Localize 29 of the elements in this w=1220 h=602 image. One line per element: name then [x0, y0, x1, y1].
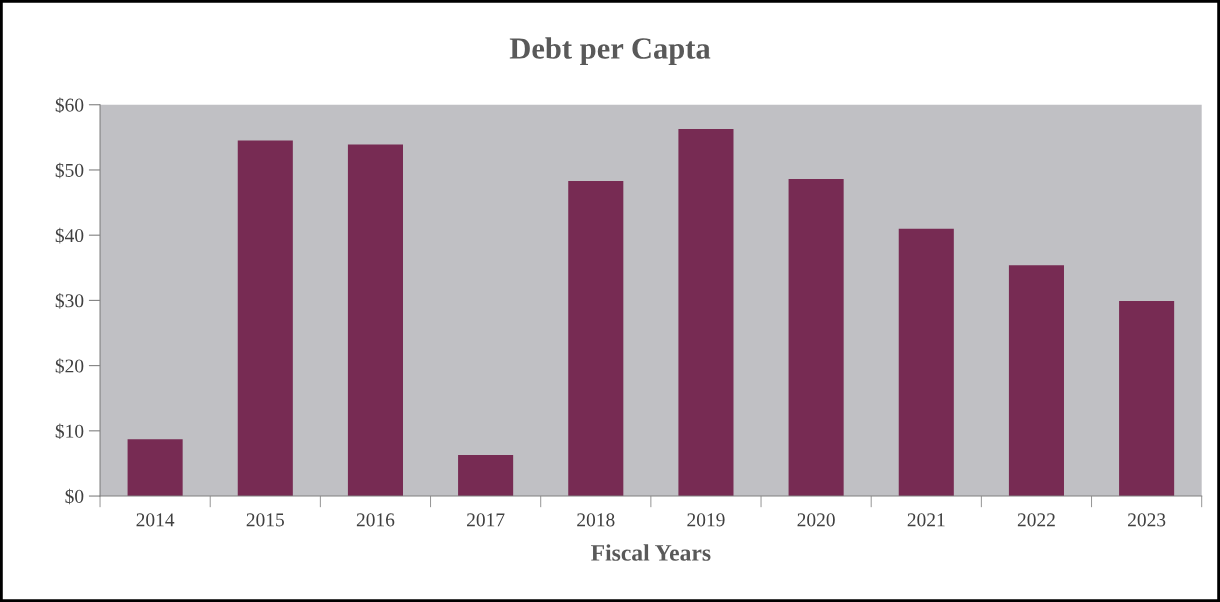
bar: [678, 128, 734, 497]
bar: [458, 454, 514, 497]
x-tick-label: 2018: [577, 513, 615, 527]
bar: [568, 181, 624, 497]
y-tick-label: $10: [55, 423, 84, 440]
x-tick-label: 2017: [467, 513, 505, 527]
x-tick-label: 2023: [1128, 513, 1166, 527]
bar: [237, 140, 293, 497]
bar: [347, 144, 403, 497]
x-tick-label: 2016: [356, 513, 395, 527]
bar: [788, 179, 844, 497]
y-tick-label: $50: [55, 162, 84, 179]
y-tick-label: $60: [55, 97, 84, 113]
x-tick-label: 2015: [246, 513, 284, 527]
y-tick-label: $0: [65, 488, 84, 505]
x-tick-label: 2019: [687, 513, 725, 527]
chart-title: Debt per Capta: [509, 37, 711, 66]
bar: [127, 439, 183, 497]
x-axis-title: Fiscal Years: [591, 544, 711, 561]
y-tick-label: $20: [55, 358, 84, 374]
y-tick-label: $40: [55, 227, 84, 244]
bar: [1008, 265, 1064, 497]
x-tick-label: 2022: [1017, 513, 1055, 527]
x-tick-label: 2021: [907, 513, 945, 527]
y-tick-label: $30: [55, 293, 84, 309]
x-tick-label: 2020: [797, 513, 835, 527]
bar: [898, 228, 954, 497]
bar: [1119, 301, 1175, 497]
x-tick-label: 2014: [136, 513, 175, 527]
